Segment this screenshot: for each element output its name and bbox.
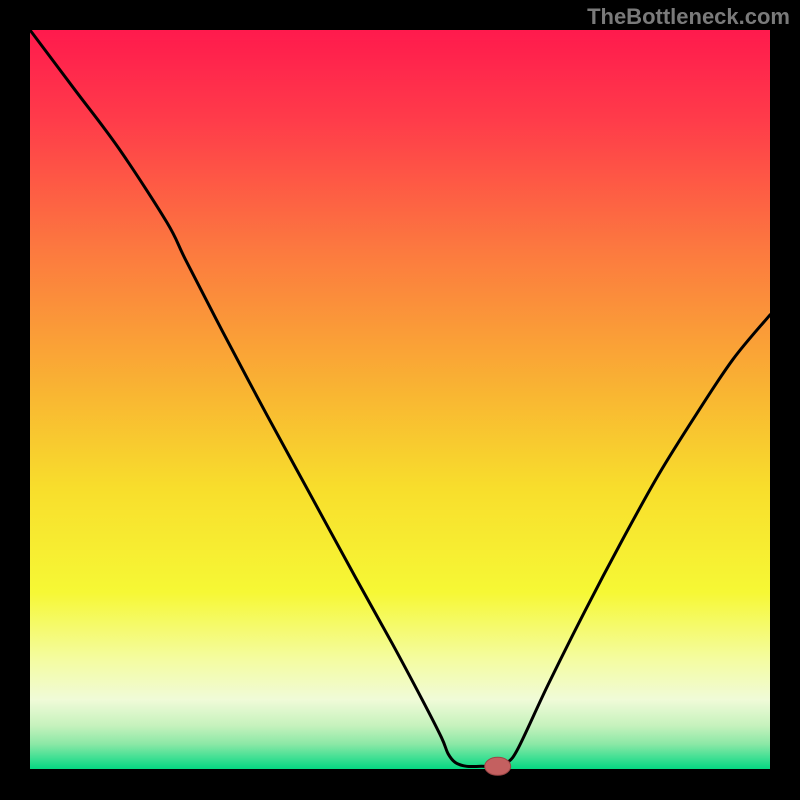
bottleneck-chart [0,0,800,800]
watermark-text: TheBottleneck.com [587,4,790,30]
chart-container: TheBottleneck.com [0,0,800,800]
optimal-marker [485,757,511,775]
